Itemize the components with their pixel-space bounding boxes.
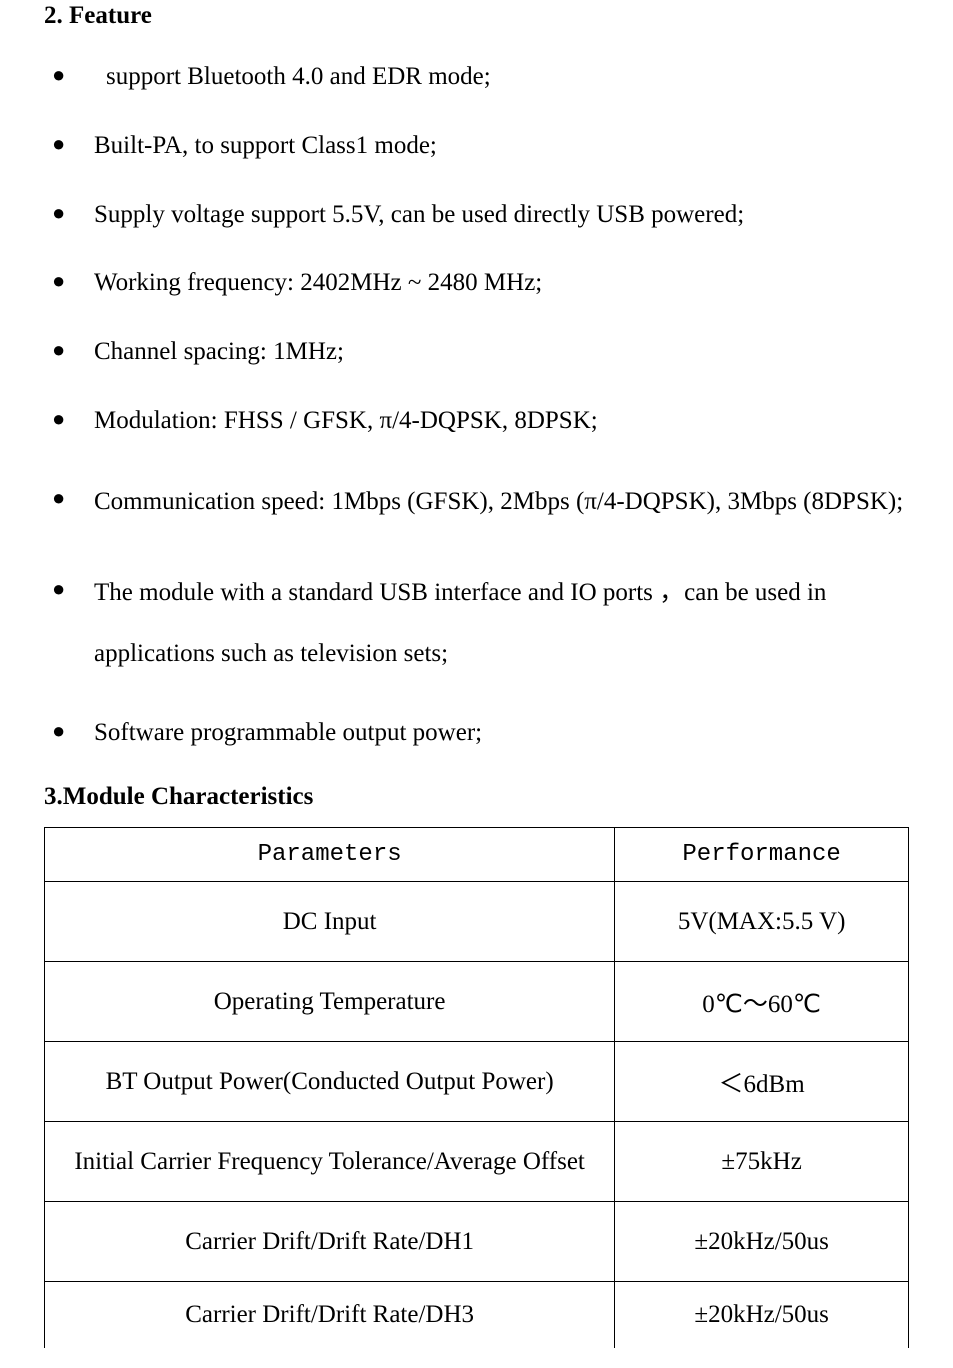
table-cell-perf: ±20kHz/50us: [615, 1202, 909, 1282]
feature-list: support Bluetooth 4.0 and EDR mode; Buil…: [44, 58, 909, 753]
table-cell-param: DC Input: [45, 882, 615, 962]
table-row: DC Input 5V(MAX:5.5 V): [45, 882, 909, 962]
table-cell-perf: ＜6dBm: [615, 1042, 909, 1122]
table-cell-perf: ±20kHz/50us: [615, 1282, 909, 1348]
feature-item: Communication speed: 1Mbps (GFSK), 2Mbps…: [52, 471, 909, 532]
feature-item: Supply voltage support 5.5V, can be used…: [52, 196, 909, 235]
feature-item: The module with a standard USB interface…: [52, 562, 909, 685]
table-cell-param: Operating Temperature: [45, 962, 615, 1042]
table-row: BT Output Power(Conducted Output Power) …: [45, 1042, 909, 1122]
table-cell-perf: 0℃～60℃: [615, 962, 909, 1042]
table-cell-param: Carrier Drift/Drift Rate/DH3: [45, 1282, 615, 1348]
table-cell-perf: 5V(MAX:5.5 V): [615, 882, 909, 962]
table-cell-perf: ±75kHz: [615, 1122, 909, 1202]
feature-item: support Bluetooth 4.0 and EDR mode;: [52, 58, 909, 97]
table-header-parameters: Parameters: [45, 828, 615, 882]
feature-item: Working frequency: 2402MHz ~ 2480 MHz;: [52, 264, 909, 303]
table-row: Initial Carrier Frequency Tolerance/Aver…: [45, 1122, 909, 1202]
section-3-heading: 3.Module Characteristics: [44, 783, 909, 811]
feature-item: Modulation: FHSS / GFSK, π/4-DQPSK, 8DPS…: [52, 402, 909, 441]
feature-item: Software programmable output power;: [52, 714, 909, 753]
feature-item: Built-PA, to support Class1 mode;: [52, 127, 909, 166]
table-cell-param: Initial Carrier Frequency Tolerance/Aver…: [45, 1122, 615, 1202]
characteristics-table: Parameters Performance DC Input 5V(MAX:5…: [44, 827, 909, 1348]
table-cell-param: BT Output Power(Conducted Output Power): [45, 1042, 615, 1122]
page: 2. Feature support Bluetooth 4.0 and EDR…: [0, 2, 953, 1368]
table-row: Carrier Drift/Drift Rate/DH1 ±20kHz/50us: [45, 1202, 909, 1282]
table-header-row: Parameters Performance: [45, 828, 909, 882]
feature-item: Channel spacing: 1MHz;: [52, 333, 909, 372]
section-2-heading: 2. Feature: [44, 2, 909, 30]
table-header-performance: Performance: [615, 828, 909, 882]
table-cell-param: Carrier Drift/Drift Rate/DH1: [45, 1202, 615, 1282]
table-row: Operating Temperature 0℃～60℃: [45, 962, 909, 1042]
table-row: Carrier Drift/Drift Rate/DH3 ±20kHz/50us: [45, 1282, 909, 1348]
